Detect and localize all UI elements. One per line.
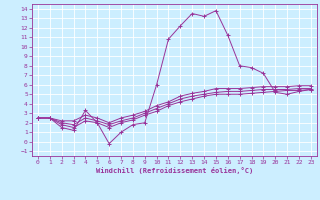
X-axis label: Windchill (Refroidissement éolien,°C): Windchill (Refroidissement éolien,°C) — [96, 167, 253, 174]
